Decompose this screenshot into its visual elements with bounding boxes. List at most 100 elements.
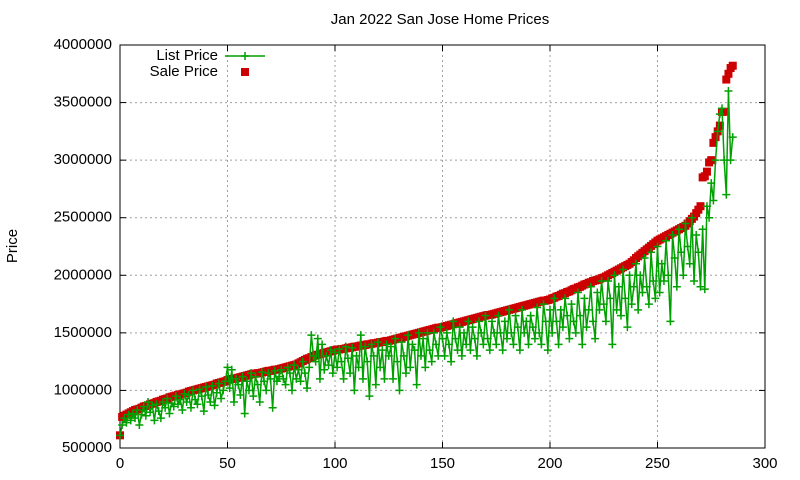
- point: [141, 411, 150, 420]
- y-tick-label: 2500000: [54, 209, 112, 226]
- x-tick-label: 50: [219, 455, 236, 472]
- point: [515, 346, 524, 355]
- point: [642, 282, 651, 291]
- point: [670, 254, 679, 263]
- point: [236, 391, 245, 400]
- point: [724, 87, 733, 96]
- point: [178, 406, 187, 415]
- point: [294, 365, 303, 374]
- point: [346, 369, 355, 378]
- point: [718, 104, 726, 113]
- point: [539, 300, 548, 309]
- point: [184, 391, 193, 400]
- y-tick-label: 1500000: [54, 324, 112, 341]
- point: [232, 374, 241, 383]
- point: [604, 277, 613, 286]
- point: [328, 369, 337, 378]
- point: [208, 381, 217, 390]
- point: [715, 110, 724, 119]
- point: [399, 351, 408, 360]
- point: [143, 397, 152, 406]
- point: [640, 254, 649, 263]
- point: [599, 300, 608, 309]
- point: [668, 230, 677, 239]
- point: [337, 357, 346, 366]
- point: [657, 259, 666, 268]
- point: [146, 408, 155, 417]
- point: [371, 380, 380, 389]
- point: [614, 282, 623, 291]
- point: [272, 377, 281, 386]
- point: [352, 351, 361, 360]
- x-tick-label: 300: [752, 455, 777, 472]
- point: [341, 342, 350, 351]
- point: [376, 363, 385, 372]
- point: [569, 317, 578, 326]
- plot-frame: [119, 44, 766, 449]
- point: [251, 372, 260, 381]
- point: [118, 420, 127, 429]
- point: [389, 374, 398, 383]
- point: [229, 397, 238, 406]
- point: [535, 328, 544, 337]
- point: [460, 328, 468, 337]
- point: [498, 346, 507, 355]
- point: [511, 311, 520, 320]
- point: [556, 305, 565, 314]
- point: [720, 107, 729, 116]
- point: [350, 386, 359, 395]
- point: [709, 196, 718, 205]
- point: [700, 172, 709, 181]
- point: [391, 334, 400, 343]
- point: [122, 418, 131, 427]
- legend-label: List Price: [156, 47, 218, 64]
- point: [313, 334, 322, 343]
- point: [483, 334, 492, 343]
- point: [277, 365, 286, 374]
- point: [199, 407, 208, 416]
- point: [374, 338, 382, 347]
- point: [281, 380, 290, 389]
- point: [322, 351, 331, 360]
- point: [702, 167, 711, 176]
- point: [324, 361, 333, 370]
- point: [589, 317, 597, 326]
- point: [227, 365, 236, 374]
- legend-marker: [241, 52, 249, 60]
- point: [128, 409, 137, 418]
- point: [133, 406, 142, 415]
- point: [378, 346, 387, 355]
- series: [116, 61, 737, 440]
- point: [447, 357, 456, 366]
- point: [629, 282, 638, 291]
- point: [593, 288, 602, 297]
- point: [417, 351, 425, 360]
- point: [264, 369, 273, 378]
- point: [421, 363, 430, 372]
- point: [152, 400, 161, 409]
- point: [522, 317, 531, 326]
- point: [148, 401, 157, 410]
- point: [225, 384, 234, 393]
- point: [255, 397, 264, 406]
- point: [412, 380, 421, 389]
- point: [601, 317, 610, 326]
- point: [548, 328, 557, 337]
- point: [354, 363, 363, 372]
- point: [260, 377, 269, 386]
- point: [496, 328, 505, 337]
- point: [608, 340, 617, 349]
- point: [466, 346, 475, 355]
- point: [197, 392, 206, 401]
- point: [481, 311, 490, 320]
- point: [687, 213, 696, 222]
- point: [206, 397, 215, 406]
- point: [180, 389, 189, 398]
- point: [307, 331, 316, 340]
- point: [713, 127, 722, 136]
- point: [124, 410, 133, 419]
- point: [116, 431, 124, 440]
- point: [361, 342, 370, 351]
- point: [477, 328, 486, 337]
